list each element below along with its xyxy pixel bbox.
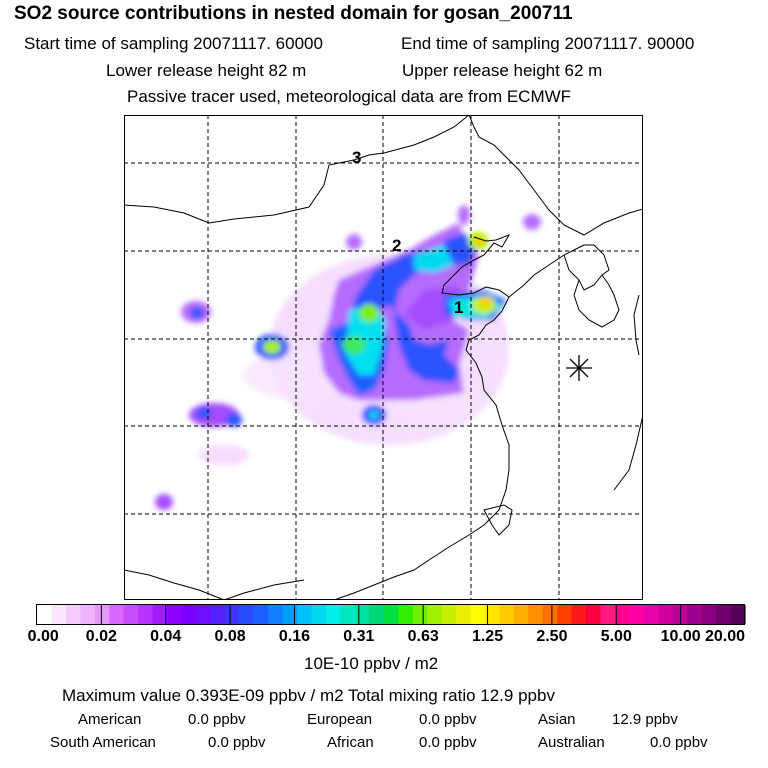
color-scale-cell xyxy=(383,605,399,624)
color-scale-cell xyxy=(109,605,125,624)
region-asian-label: Asian xyxy=(538,711,576,728)
region-african-value: 0.0 ppbv xyxy=(419,734,477,751)
color-scale-cell xyxy=(195,605,211,624)
color-scale-cell xyxy=(65,605,81,624)
color-scale-cell xyxy=(600,605,616,624)
color-scale-cell xyxy=(398,605,414,624)
upper-release-label: Upper release height 62 m xyxy=(402,61,603,80)
color-scale-cell xyxy=(643,605,659,624)
color-scale-cell xyxy=(513,605,529,624)
color-scale-cell xyxy=(181,605,197,624)
source-contribution-map: 1 2 3 xyxy=(124,115,643,600)
color-scale-cell xyxy=(167,605,183,624)
color-scale-cell xyxy=(138,605,154,624)
color-scale-cell xyxy=(80,605,96,624)
color-scale-tick-label: 2.50 xyxy=(536,628,568,645)
color-scale-cell xyxy=(557,605,573,624)
region-european-label: European xyxy=(307,711,373,728)
lower-release-label: Lower release height 82 m xyxy=(106,61,307,80)
color-scale-cell xyxy=(123,605,139,624)
color-scale-tick-label: 10.00 xyxy=(660,628,701,645)
color-scale-tick-label: 0.04 xyxy=(150,628,182,645)
color-scale-cell xyxy=(542,605,558,624)
asterisk-receptor-icon xyxy=(566,355,592,381)
color-scale-cell xyxy=(94,605,110,624)
color-scale-cell xyxy=(427,605,443,624)
color-scale-cell xyxy=(37,605,53,624)
color-scale-units: 10E-10 ppbv / m2 xyxy=(304,654,439,673)
region-south-american-value: 0.0 ppbv xyxy=(208,734,266,751)
color-scale-tick-label: 5.00 xyxy=(600,628,632,645)
color-scale-cell xyxy=(716,605,732,624)
color-scale-cell xyxy=(224,605,240,624)
color-scale-cell xyxy=(354,605,370,624)
color-scale-cell xyxy=(470,605,486,624)
color-scale-cell xyxy=(152,605,168,624)
color-scale-cell xyxy=(311,605,327,624)
color-scale-cell xyxy=(253,605,269,624)
concentration-field xyxy=(155,205,541,510)
color-scale-tick-label: 0.63 xyxy=(407,628,439,645)
color-scale-cell xyxy=(297,605,313,624)
region-american-value: 0.0 ppbv xyxy=(188,711,246,728)
color-scale-cell xyxy=(210,605,226,624)
color-scale-cell xyxy=(456,605,472,624)
color-scale-cell xyxy=(614,605,631,624)
color-scale-cell xyxy=(658,605,674,624)
color-scale-cell xyxy=(282,605,298,624)
color-scale-cell xyxy=(687,605,703,624)
color-scale-tick-label: 20.00 xyxy=(704,628,745,645)
color-scale-cell xyxy=(571,605,587,624)
graticule xyxy=(124,115,643,600)
meteo-note: Passive tracer used, meteorological data… xyxy=(127,87,572,106)
coastlines xyxy=(124,115,643,600)
color-scale-cell xyxy=(586,605,602,624)
color-scale-tick-label: 0.00 xyxy=(27,628,59,645)
region-australian-value: 0.0 ppbv xyxy=(650,734,708,751)
color-scale-tick-label: 0.31 xyxy=(343,628,375,645)
marker-2: 2 xyxy=(392,236,401,255)
color-scale-cell xyxy=(239,605,255,624)
region-south-american-label: South American xyxy=(50,734,156,751)
color-scale-bar xyxy=(36,604,746,625)
color-scale-cell xyxy=(528,605,544,624)
region-american-label: American xyxy=(78,711,142,728)
marker-1: 1 xyxy=(454,298,463,317)
color-scale-tick-label: 0.16 xyxy=(278,628,311,645)
max-value-line: Maximum value 0.393E-09 ppbv / m2 Total … xyxy=(62,686,555,705)
color-scale-tick-label: 0.08 xyxy=(214,628,246,645)
color-scale-cell xyxy=(441,605,457,624)
color-scale-tick-label: 1.25 xyxy=(471,628,504,645)
color-scale-cell xyxy=(629,605,645,624)
color-scale-cell xyxy=(484,605,500,624)
color-scale-cell xyxy=(369,605,385,624)
color-scale-cell xyxy=(412,605,428,624)
region-australian-label: Australian xyxy=(538,734,605,751)
marker-3: 3 xyxy=(352,148,361,167)
region-african-label: African xyxy=(327,734,374,751)
color-scale-cell xyxy=(51,605,67,624)
plot-title: SO2 source contributions in nested domai… xyxy=(14,3,573,24)
color-scale-cell xyxy=(340,605,356,624)
color-scale-cell xyxy=(730,605,746,624)
color-scale-cell xyxy=(325,605,342,624)
start-time-label: Start time of sampling 20071117. 60000 xyxy=(24,34,323,53)
end-time-label: End time of sampling 20071117. 90000 xyxy=(401,34,695,53)
region-asian-value: 12.9 ppbv xyxy=(612,711,678,728)
color-scale-cell xyxy=(701,605,717,624)
color-scale-cell xyxy=(499,605,515,624)
region-european-value: 0.0 ppbv xyxy=(419,711,477,728)
color-scale-tick-label: 0.02 xyxy=(85,628,117,645)
color-scale-cell xyxy=(268,605,284,624)
